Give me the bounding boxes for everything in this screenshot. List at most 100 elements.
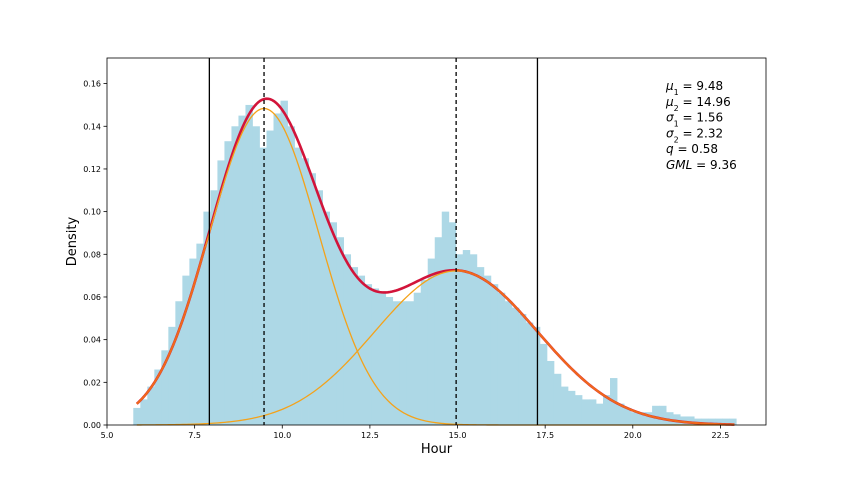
histogram-bar xyxy=(238,115,246,425)
y-tick-label: 0.06 xyxy=(83,293,101,302)
histogram-bar xyxy=(687,416,695,425)
histogram-bar xyxy=(638,412,646,425)
y-axis-label: Density xyxy=(65,216,80,266)
histogram-bar xyxy=(539,343,548,425)
x-tick-label: 12.5 xyxy=(361,431,379,440)
histogram-bar xyxy=(301,158,309,425)
histogram-bar xyxy=(294,147,302,425)
histogram-bar xyxy=(364,284,373,425)
histogram-bar xyxy=(231,126,239,426)
y-tick-label: 0.02 xyxy=(83,378,101,387)
y-tick-label: 0.00 xyxy=(83,421,101,430)
histogram-bar xyxy=(140,399,148,425)
histogram-bar xyxy=(455,254,464,425)
histogram-bar xyxy=(350,267,359,425)
x-axis-label: Hour xyxy=(421,442,453,457)
histogram-bar xyxy=(259,147,267,425)
y-tick-label: 0.10 xyxy=(83,208,101,217)
histogram-bar xyxy=(224,141,232,425)
histogram-bar xyxy=(652,405,660,425)
histogram-bar xyxy=(546,360,555,425)
histogram-bar xyxy=(518,314,527,425)
histogram-bar xyxy=(434,237,443,425)
histogram-bar xyxy=(504,301,513,425)
histogram-bar xyxy=(357,275,366,425)
histogram-bar xyxy=(154,369,162,425)
x-tick-label: 17.5 xyxy=(536,431,554,440)
histogram-bar xyxy=(729,418,737,425)
fit-parameter: μ1 = 9.48 xyxy=(665,79,723,97)
histogram-bar xyxy=(532,326,541,425)
histogram-bar xyxy=(624,407,632,425)
histogram-bar xyxy=(645,412,653,425)
histogram-bar xyxy=(588,399,597,425)
histogram-bar xyxy=(329,222,337,425)
x-tick-label: 22.5 xyxy=(712,431,730,440)
histogram-bar xyxy=(715,418,723,425)
histogram-bar xyxy=(476,267,485,425)
histogram-bar xyxy=(203,211,211,425)
histogram-bar xyxy=(722,418,730,425)
histogram-bar xyxy=(315,190,323,425)
y-tick-label: 0.14 xyxy=(83,122,101,131)
histogram-bar xyxy=(133,407,141,425)
x-tick-label: 5.0 xyxy=(101,431,114,440)
histogram-bar xyxy=(694,418,702,425)
histogram-bar xyxy=(483,275,492,425)
y-tick-label: 0.12 xyxy=(83,165,101,174)
histogram-bar xyxy=(701,418,709,425)
histogram-bar xyxy=(574,395,583,425)
histogram-bar xyxy=(631,412,639,425)
histogram-bar xyxy=(252,126,260,426)
histogram-bar xyxy=(462,250,471,425)
histogram-bar xyxy=(708,418,716,425)
histogram-bar xyxy=(371,288,380,425)
y-tick-label: 0.16 xyxy=(83,80,101,89)
histogram-bar xyxy=(273,113,281,425)
histogram-bar xyxy=(266,130,274,425)
fit-parameter: GML = 9.36 xyxy=(666,158,737,172)
histogram-bar xyxy=(182,275,190,425)
histogram-bar xyxy=(392,301,401,425)
histogram-bar xyxy=(427,258,436,425)
y-axis-ticks: 0.00 0.02 0.04 0.06 0.08 0.10 0.12 0.14 0.16 xyxy=(83,80,107,430)
histogram-bar xyxy=(245,104,253,425)
histogram-bars xyxy=(133,100,737,426)
histogram-bar xyxy=(147,386,155,425)
histogram-bar xyxy=(385,296,394,425)
histogram-bar xyxy=(406,301,415,425)
fit-parameter: σ2 = 2.32 xyxy=(666,126,723,144)
histogram-bar xyxy=(673,414,681,425)
histogram-bar xyxy=(469,254,478,425)
reference-lines xyxy=(208,58,539,425)
histogram-bar xyxy=(603,395,611,425)
fit-parameter: q = 0.58 xyxy=(666,142,718,156)
histogram-bar xyxy=(308,173,316,425)
histogram-bar xyxy=(420,279,429,425)
histogram-bar xyxy=(553,373,562,425)
histogram-bar xyxy=(399,301,408,425)
y-tick-label: 0.08 xyxy=(83,250,101,259)
fit-parameter: σ1 = 1.56 xyxy=(666,111,723,129)
x-tick-label: 7.5 xyxy=(188,431,201,440)
histogram-bar xyxy=(659,405,667,425)
histogram-bar xyxy=(175,301,183,425)
histogram-bar xyxy=(378,292,387,425)
histogram-bar xyxy=(511,307,520,425)
fit-parameter: μ2 = 14.96 xyxy=(665,95,731,113)
x-axis-ticks: 5.0 7.5 10.0 12.5 15.0 17.5 20.0 22.5 xyxy=(101,425,730,440)
x-tick-label: 20.0 xyxy=(624,431,642,440)
histogram-bar xyxy=(617,403,625,425)
histogram-bar xyxy=(567,390,576,425)
histogram-bar xyxy=(280,100,288,426)
histogram-bar xyxy=(581,399,590,425)
histogram-bar xyxy=(595,403,604,425)
head-overlay-curve xyxy=(136,246,207,405)
histogram-bar xyxy=(210,190,218,425)
histogram-bar xyxy=(441,211,450,425)
histogram-bar xyxy=(196,243,204,425)
histogram-bar xyxy=(168,326,176,425)
histogram-bar xyxy=(413,292,422,425)
